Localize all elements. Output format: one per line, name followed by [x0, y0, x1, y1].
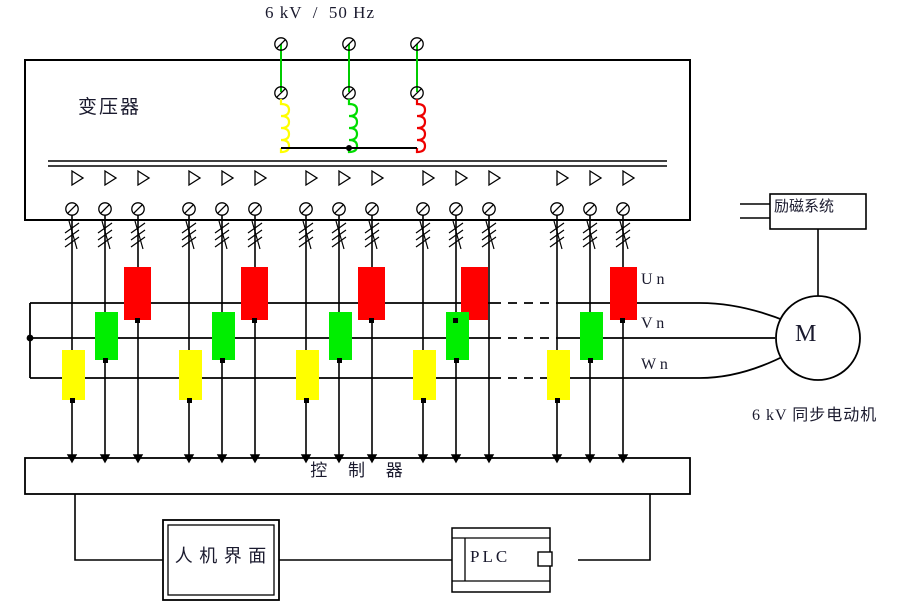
controller-label: 控 制 器: [310, 461, 405, 480]
motor-lead-wires: [699, 302, 789, 379]
cell-u-4: [461, 267, 488, 320]
phase-label-w: W n: [641, 356, 668, 373]
transformer-label: 变压器: [78, 97, 142, 118]
motor-caption: 6 kV 同步电动机: [752, 407, 878, 424]
cell-v-2: [212, 312, 235, 360]
hmi-label: 人 机 界 面: [174, 546, 268, 566]
cell-w-1: [62, 350, 85, 400]
cell-w-4: [413, 350, 436, 400]
control-network-wires: [74, 494, 651, 561]
cell-w-3: [296, 350, 319, 400]
exciter-input-leads: [740, 203, 770, 219]
power-cell-blocks: [62, 267, 637, 400]
winding-phase-b: [347, 99, 359, 154]
cell-v-1: [95, 312, 118, 360]
phase-label-v: V n: [641, 315, 665, 332]
plc-label: PLC: [470, 547, 511, 566]
cell-v-3: [329, 312, 352, 360]
cell-u-2: [241, 267, 268, 320]
phase-label-u: U n: [641, 271, 665, 288]
winding-phase-c: [415, 99, 427, 154]
incoming-supply-lines: [280, 44, 418, 92]
cell-v-5: [580, 312, 603, 360]
motor-symbol-letter: M: [795, 321, 817, 347]
supply-title: 6 kV / 50 Hz: [264, 3, 375, 22]
exciter-label: 励磁系统: [774, 199, 835, 215]
star-point-dot: [346, 145, 352, 151]
secondary-tap-group: [71, 170, 635, 186]
controller-box: [24, 457, 691, 495]
cell-u-3: [358, 267, 385, 320]
cell-u-1: [124, 267, 151, 320]
cell-v-4: [446, 312, 469, 360]
cell-input-switches: [65, 202, 630, 216]
hmi-panel-screen: [167, 524, 275, 596]
motor-symbol-circle: [775, 295, 861, 381]
cell-w-5: [547, 350, 570, 400]
cell-u-5: [610, 267, 637, 320]
cell-reactors: [64, 220, 631, 250]
exciter-box: [769, 193, 867, 230]
transformer-enclosure: [24, 59, 691, 221]
plc-port-connector: [537, 551, 553, 567]
cell-output-dots: [70, 318, 625, 403]
winding-phase-a: [279, 99, 291, 154]
cell-w-2: [179, 350, 202, 400]
